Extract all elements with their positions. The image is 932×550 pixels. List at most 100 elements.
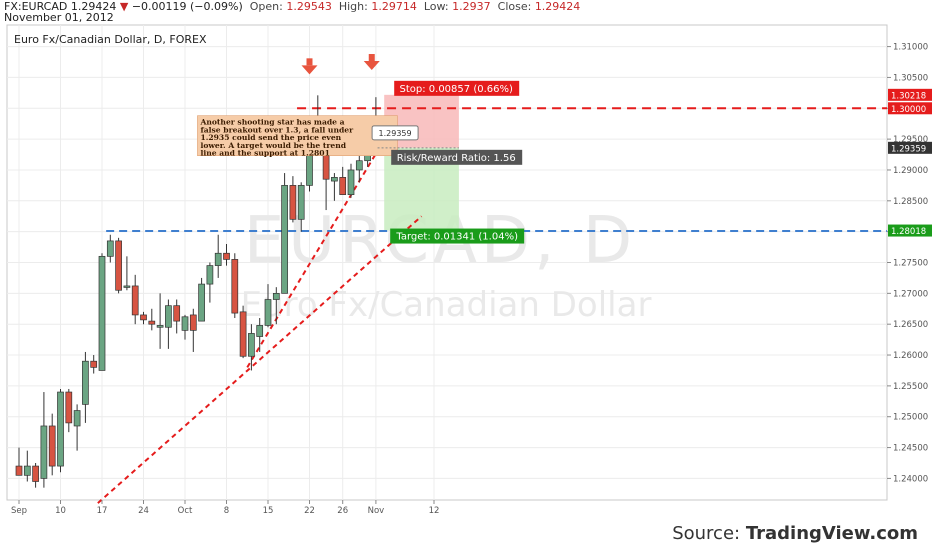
annotation-line: false breakout over 1.3, a fall under bbox=[200, 125, 354, 134]
candle-up bbox=[355, 154, 363, 183]
candle-up bbox=[297, 182, 305, 232]
candle-body bbox=[156, 325, 164, 328]
open-label: Open: bbox=[249, 0, 283, 13]
candle-body bbox=[289, 185, 297, 220]
source-credit: Source: TradingView.com bbox=[672, 523, 918, 544]
source-brand: TradingView.com bbox=[745, 523, 918, 544]
trendline-1 bbox=[246, 132, 390, 368]
candle-up bbox=[281, 173, 288, 294]
stop-label-bg bbox=[394, 80, 520, 96]
annotation-line: 1.2935 could send the price even bbox=[200, 133, 341, 142]
candle-body bbox=[223, 252, 230, 260]
candle-down bbox=[90, 355, 98, 374]
candle-body bbox=[198, 283, 205, 322]
x-tick-label: Nov bbox=[368, 506, 385, 516]
symbol-label: FX:EURCAD bbox=[4, 0, 68, 13]
candle-up bbox=[272, 287, 280, 325]
annotation-line: lower. A target would be the trend bbox=[200, 141, 346, 150]
arrow-shaft bbox=[368, 54, 375, 62]
x-axis: Sep 10 17 24 Oct 8 15 22 26 Nov 12 bbox=[11, 500, 439, 516]
candle-body bbox=[264, 299, 272, 326]
high-label: High: bbox=[338, 0, 368, 13]
rr-label-bg bbox=[391, 149, 523, 165]
candle-body bbox=[339, 177, 347, 195]
candle-down bbox=[65, 388, 73, 433]
candle-body bbox=[23, 465, 31, 476]
x-tick-label: 12 bbox=[429, 506, 440, 516]
target-label: Target: 0.01341 (1.04%) bbox=[395, 232, 518, 243]
x-tick-label: 10 bbox=[55, 506, 66, 516]
candle-body bbox=[48, 425, 56, 467]
candle-up bbox=[98, 253, 106, 371]
y-tick-label: 1.26500 bbox=[893, 320, 928, 330]
grid bbox=[7, 25, 887, 500]
annotation-line: Another shooting star has made a bbox=[199, 118, 344, 127]
x-tick-label: 22 bbox=[304, 506, 315, 516]
x-tick-label: Oct bbox=[178, 506, 193, 516]
candle-body bbox=[140, 314, 147, 321]
candle-body bbox=[355, 160, 363, 171]
candle-up bbox=[40, 392, 48, 488]
candle-body bbox=[115, 240, 122, 291]
close-value: 1.29424 bbox=[534, 0, 581, 13]
candles bbox=[15, 95, 388, 488]
trendline-2 bbox=[97, 215, 423, 504]
candle-down bbox=[289, 176, 297, 223]
axis-resistance-tag-bg bbox=[888, 102, 932, 115]
candle-up bbox=[82, 351, 89, 423]
candle-body bbox=[57, 391, 64, 467]
x-tick-label: 8 bbox=[224, 506, 229, 516]
x-tick-label: Sep bbox=[11, 506, 27, 516]
candle-body bbox=[131, 285, 139, 316]
low-value: 1.2937 bbox=[452, 0, 491, 13]
candle-up bbox=[206, 262, 214, 303]
candle-body bbox=[331, 177, 338, 182]
candle-up bbox=[73, 404, 81, 451]
candle-body bbox=[123, 285, 131, 288]
candle-up bbox=[248, 324, 255, 371]
date-label: November 01, 2012 bbox=[4, 11, 114, 24]
x-tick-label: 24 bbox=[138, 506, 149, 516]
candle-up bbox=[181, 314, 189, 340]
candle-body bbox=[272, 292, 280, 300]
axis-stop-tag-bg bbox=[888, 88, 932, 101]
candle-up bbox=[198, 277, 205, 322]
y-tick-label: 1.26000 bbox=[893, 351, 928, 361]
y-tick-label: 1.28500 bbox=[893, 197, 928, 207]
y-tick-label: 1.25500 bbox=[893, 382, 928, 392]
candle-body bbox=[73, 410, 81, 427]
annotation-box bbox=[197, 115, 398, 156]
candle-down bbox=[189, 308, 197, 352]
candle-body bbox=[281, 185, 288, 294]
x-tick-label: 17 bbox=[97, 506, 108, 516]
candle-body bbox=[40, 425, 48, 479]
low-label: Low: bbox=[423, 0, 449, 13]
candle-down bbox=[173, 299, 181, 334]
y-tick-label: 1.25000 bbox=[893, 413, 928, 423]
entry-price-box bbox=[371, 125, 419, 141]
candle-down bbox=[15, 447, 23, 476]
candle-up bbox=[347, 163, 355, 198]
candle-up bbox=[331, 173, 338, 201]
candle-up bbox=[264, 284, 272, 328]
candle-body bbox=[98, 255, 106, 371]
symbol-header: FX:EURCAD 1.29424 ▼ −0.00119 (−0.09%) Op… bbox=[0, 0, 932, 24]
candle-down bbox=[140, 311, 147, 325]
candle-body bbox=[231, 259, 239, 314]
y-tick-label: 1.29500 bbox=[893, 135, 928, 145]
down-arrow-icon: ▼ bbox=[119, 0, 129, 13]
close-label: Close: bbox=[497, 0, 532, 13]
y-tick-label: 1.24500 bbox=[893, 444, 928, 454]
target-label-bg bbox=[390, 228, 525, 244]
y-tick-label: 1.30500 bbox=[893, 73, 928, 83]
candle-up bbox=[165, 299, 172, 349]
arrow-head bbox=[301, 65, 318, 75]
candle-body bbox=[297, 185, 305, 220]
candle-body bbox=[32, 465, 39, 482]
chart-title: Euro Fx/Canadian Dollar, D, FOREX bbox=[14, 33, 207, 46]
down-arrow-icon bbox=[363, 54, 380, 71]
candle-down bbox=[231, 253, 239, 319]
source-prefix: Source: bbox=[672, 523, 746, 544]
annotation-line: line and the support at 1.2801 bbox=[200, 148, 329, 157]
